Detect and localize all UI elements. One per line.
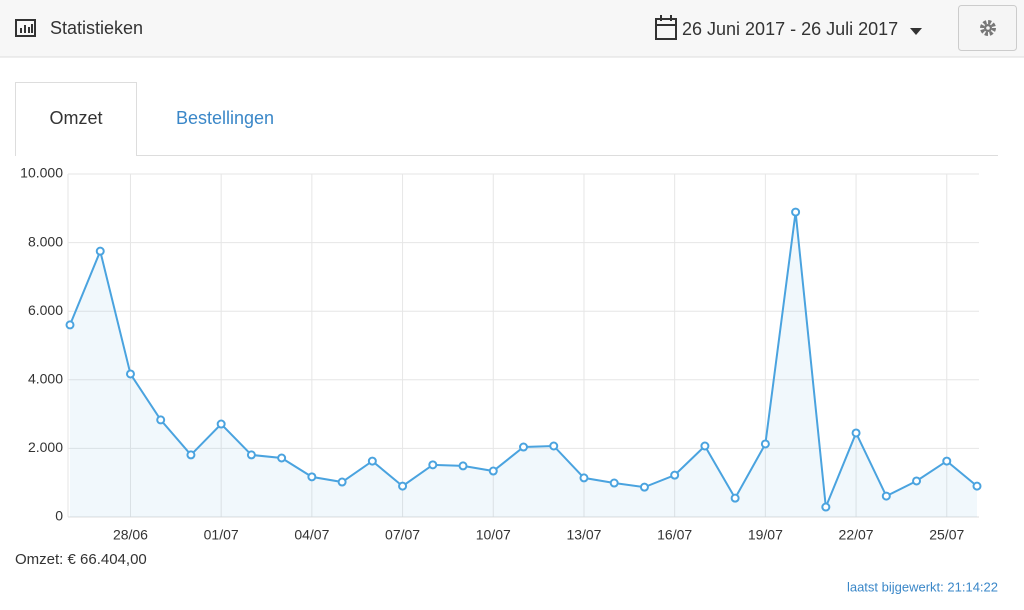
data-point [367, 456, 377, 466]
y-tick-label: 10.000 [20, 165, 63, 181]
y-tick-label: 4.000 [28, 371, 63, 387]
data-point [458, 461, 468, 471]
y-tick-label: 8.000 [28, 233, 63, 249]
y-tick-label: 0 [55, 508, 63, 524]
tab-label[interactable]: Omzet [49, 108, 102, 128]
data-point [186, 450, 196, 460]
x-tick-label: 10/07 [476, 527, 511, 543]
data-point [609, 478, 619, 488]
date-range[interactable]: 26 Juni 2017 - 26 Juli 2017 [682, 19, 898, 39]
data-point [881, 491, 891, 501]
data-point [912, 476, 922, 486]
tab-label[interactable]: Bestellingen [176, 108, 274, 128]
x-tick-label: 13/07 [566, 527, 601, 543]
dropdown-caret[interactable] [910, 28, 922, 35]
data-point [851, 428, 861, 438]
data-point [65, 320, 75, 330]
data-point [700, 441, 710, 451]
data-point [972, 481, 982, 491]
x-tick-label: 22/07 [839, 527, 874, 543]
data-point [519, 442, 528, 452]
data-point [730, 493, 740, 503]
total-label: Omzet: € 66.404,00 [15, 551, 147, 568]
x-tick-label: 16/07 [657, 527, 692, 543]
data-point [156, 415, 166, 425]
updated-label: laatst bijgewerkt: 21:14:22 [847, 579, 998, 594]
y-tick-label: 2.000 [28, 439, 63, 455]
data-point [760, 439, 770, 449]
data-point [398, 481, 408, 491]
x-tick-label: 01/07 [204, 527, 239, 543]
calendar-icon[interactable] [655, 15, 677, 40]
y-tick-label: 6.000 [28, 302, 63, 318]
data-point [428, 460, 438, 470]
x-tick-label: 04/07 [294, 527, 329, 543]
data-point [125, 369, 135, 379]
data-point [942, 456, 952, 466]
header-bar [0, 0, 1024, 57]
header-title: Statistieken [50, 18, 143, 38]
data-point [670, 470, 680, 480]
data-point [639, 482, 649, 492]
data-point [95, 246, 105, 256]
x-tick-label: 19/07 [748, 527, 783, 543]
tab-gap [16, 150, 136, 158]
data-point [791, 207, 801, 217]
data-point [337, 477, 347, 487]
data-point [216, 419, 226, 429]
x-tick-label: 25/07 [929, 527, 964, 543]
area [70, 212, 977, 517]
data-point [307, 472, 317, 482]
x-tick-label: 28/06 [113, 527, 148, 543]
data-point [579, 473, 589, 483]
data-point [277, 453, 287, 463]
data-point [821, 502, 831, 512]
active-tab[interactable] [15, 82, 137, 157]
chart: 0 2.000 4.000 6.000 8.000 10.000 28/06 01/07 04/… [20, 165, 982, 543]
data-point [246, 450, 256, 460]
data-point [549, 441, 559, 451]
x-tick-label: 07/07 [385, 527, 420, 543]
gear-icon[interactable] [980, 20, 996, 36]
data-point [488, 466, 498, 476]
stats-icon [15, 19, 36, 37]
